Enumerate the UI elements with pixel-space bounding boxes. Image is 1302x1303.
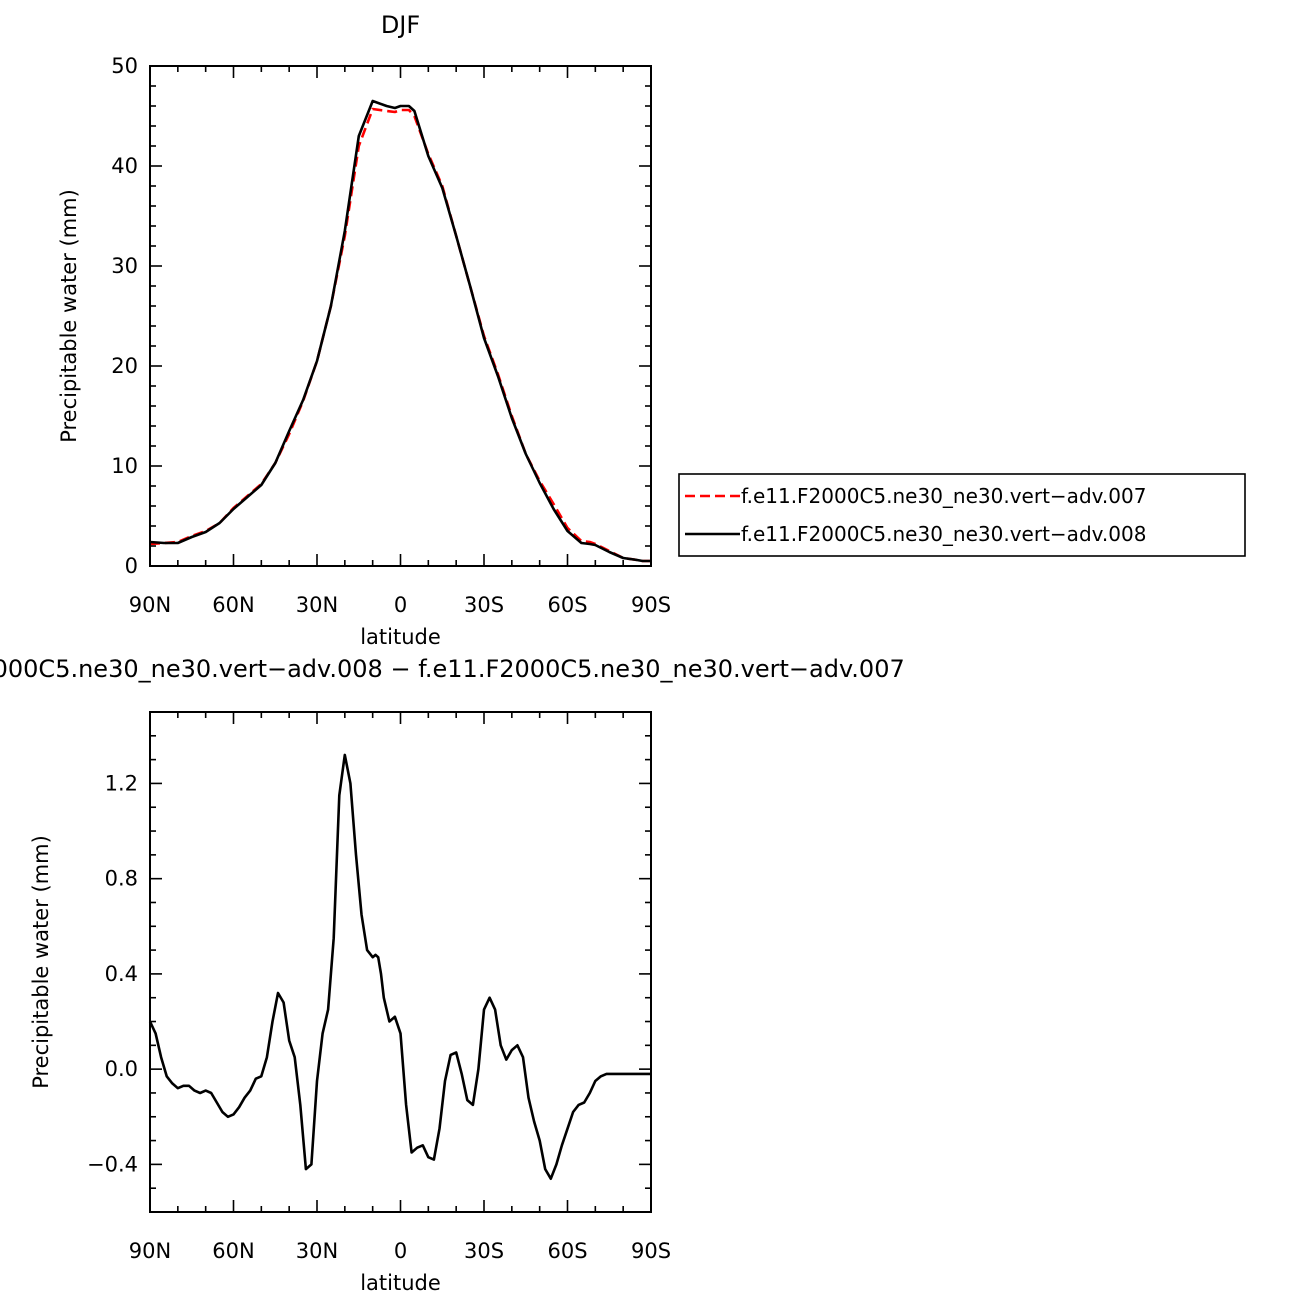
y-tick-label: 10 xyxy=(111,454,138,478)
x-tick-label: 60S xyxy=(547,593,587,617)
y-tick-label: 50 xyxy=(111,54,138,78)
x-tick-label: 90N xyxy=(129,593,171,617)
legend-box xyxy=(678,473,1246,557)
bottom-panel: f.e11.F2000C5.ne30_ne30.vert−adv.008 − f… xyxy=(0,655,905,1295)
y-tick-label: 0.8 xyxy=(105,867,138,891)
plot-frame xyxy=(149,711,652,1213)
legend-entry: f.e11.F2000C5.ne30_ne30.vert−adv.007 xyxy=(741,484,1146,508)
x-tick-label: 30S xyxy=(464,1239,504,1263)
x-tick-label: 90S xyxy=(631,593,671,617)
x-tick-label: 60N xyxy=(212,593,254,617)
y-tick-label: 40 xyxy=(111,154,138,178)
chart-title: DJF xyxy=(381,11,420,39)
y-axis-label: Precipitable water (mm) xyxy=(57,189,81,443)
y-tick-label: 30 xyxy=(111,254,138,278)
legend: f.e11.F2000C5.ne30_ne30.vert−adv.007 f.e1… xyxy=(678,473,1246,557)
y-tick-label: 20 xyxy=(111,354,138,378)
x-tick-label: 0 xyxy=(394,1239,407,1263)
x-tick-label: 0 xyxy=(394,593,407,617)
y-tick-label: 0 xyxy=(125,554,138,578)
top-panel: DJF 90N 60N 30N 0 30S 60S 90S 0 10 20 30 40 50 latitud… xyxy=(57,11,671,649)
series-line-0 xyxy=(149,107,651,563)
y-tick-label: 1.2 xyxy=(105,771,138,795)
y-tick-label: 0.4 xyxy=(105,962,138,986)
x-tick-label: 30S xyxy=(464,593,504,617)
x-tick-label: 30N xyxy=(296,593,338,617)
series-line-1 xyxy=(149,99,651,563)
x-tick-label: 30N xyxy=(296,1239,338,1263)
x-axis-label: latitude xyxy=(360,1271,441,1295)
y-tick-label: 0.0 xyxy=(105,1057,138,1081)
x-tick-label: 60N xyxy=(212,1239,254,1263)
x-tick-label: 90S xyxy=(631,1239,671,1263)
series-line-0 xyxy=(148,753,651,1180)
x-tick-label: 90N xyxy=(129,1239,171,1263)
chart-title: f.e11.F2000C5.ne30_ne30.vert−adv.008 − f… xyxy=(0,655,905,683)
x-axis-label: latitude xyxy=(360,625,441,649)
y-axis-label: Precipitable water (mm) xyxy=(29,835,53,1089)
plot-frame xyxy=(149,65,652,567)
x-tick-label: 60S xyxy=(547,1239,587,1263)
y-tick-label: −0.4 xyxy=(87,1152,138,1176)
legend-entry: f.e11.F2000C5.ne30_ne30.vert−adv.008 xyxy=(741,522,1146,546)
